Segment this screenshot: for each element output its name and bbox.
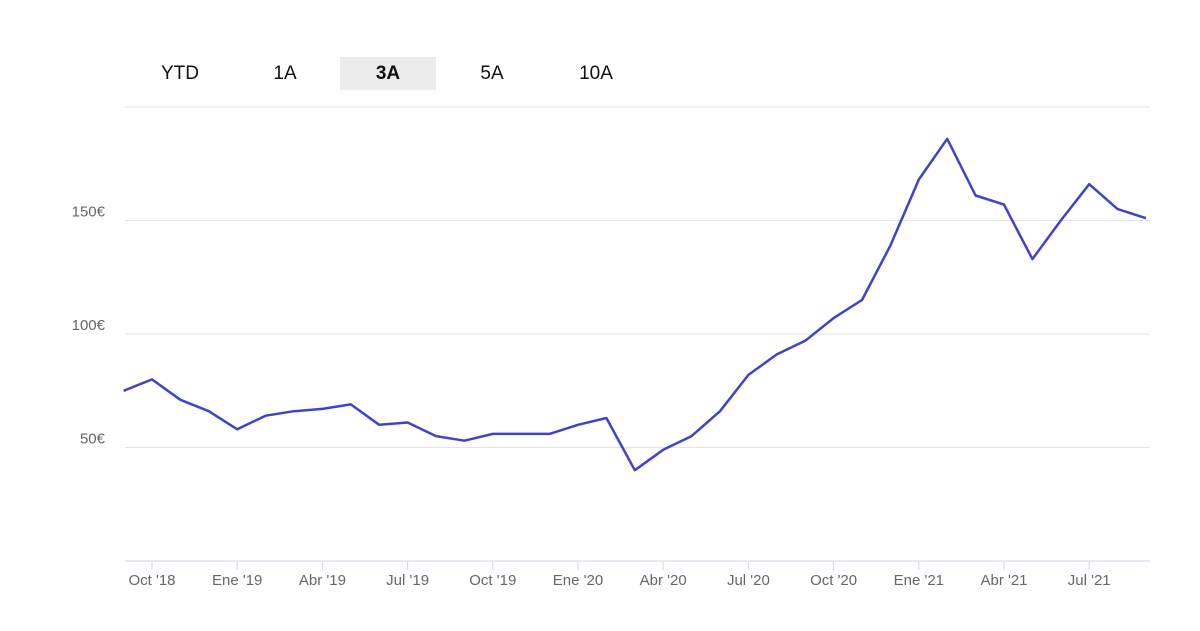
y-tick-label: 100€ [72,317,106,334]
price-line [123,137,1147,472]
x-tick-label: Ene '19 [212,572,262,589]
x-tick-label: Jul '19 [386,572,429,589]
y-tick-label: 50€ [80,430,106,447]
x-tick-label: Jul '20 [727,572,770,589]
x-tick-label: Jul '21 [1068,572,1111,589]
range-button[interactable]: 1A [273,63,297,84]
x-tick-label: Ene '21 [894,572,944,589]
x-tick-label: Abr '21 [980,572,1027,589]
range-button-bg[interactable] [340,57,436,90]
x-tick-label: Abr '20 [640,572,687,589]
range-button[interactable]: 5A [480,63,504,84]
y-tick-label: 150€ [72,203,106,220]
range-button[interactable]: 10A [579,63,613,84]
x-tick-label: Oct '18 [128,572,175,589]
x-tick-label: Ene '20 [553,572,603,589]
range-button[interactable]: 3A [376,63,401,84]
range-button[interactable]: YTD [161,63,199,84]
x-tick-label: Oct '20 [810,572,857,589]
x-tick-label: Abr '19 [299,572,346,589]
x-tick-label: Oct '19 [469,572,516,589]
